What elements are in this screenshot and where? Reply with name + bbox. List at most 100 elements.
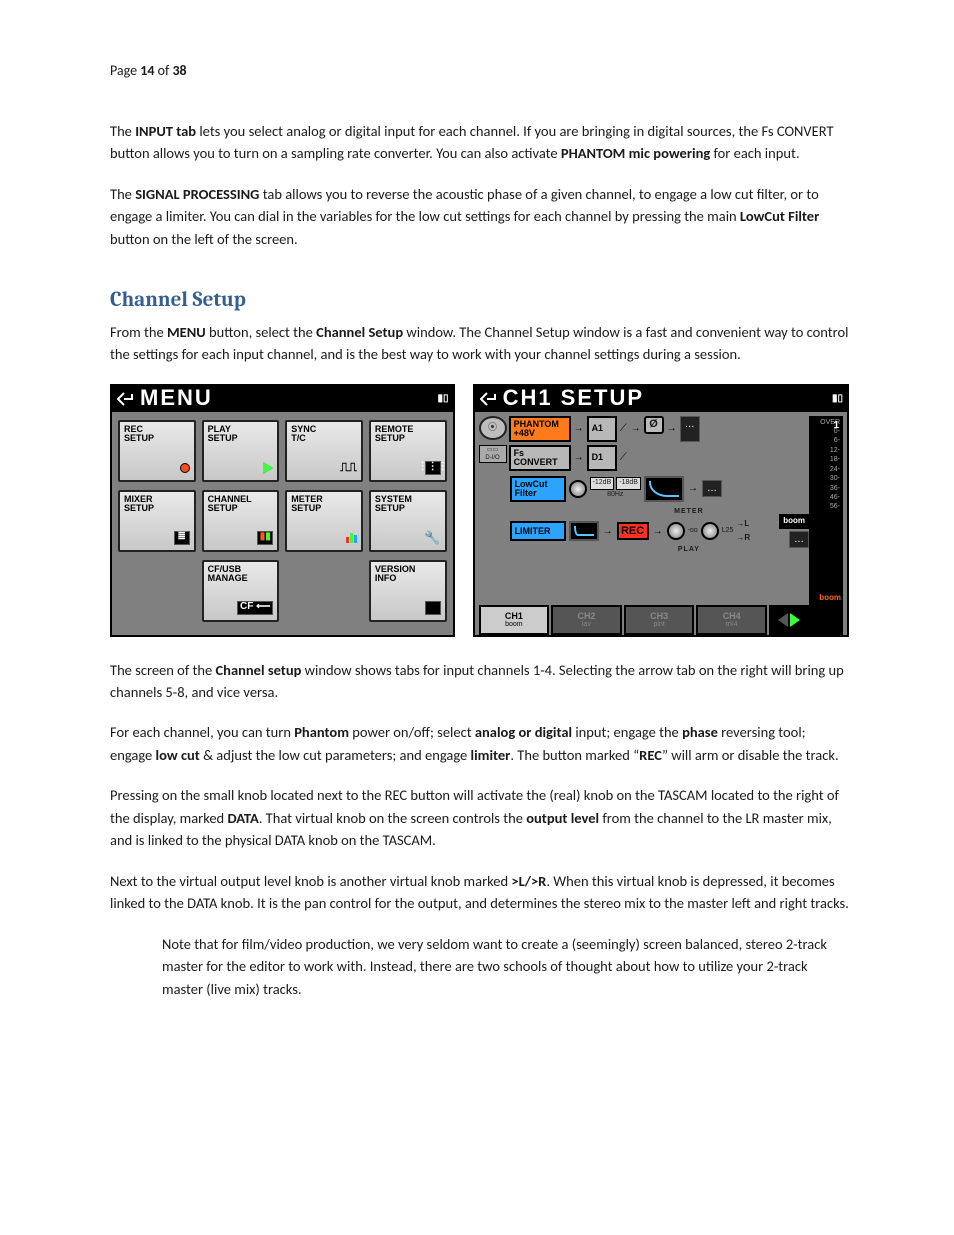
switch-icon: ⟋ <box>619 421 628 437</box>
cfusb-icon: CF ⟵ <box>237 601 273 615</box>
ch1-titlebar: CH1 SETUP ▮▯ <box>475 386 847 412</box>
term-lowcut-filter: LowCut Filter <box>740 207 819 225</box>
meter-label: METER <box>602 507 777 518</box>
row-lowcut: LowCut Filter -12dB -18dB 80Hz → … <box>479 476 809 502</box>
term-output-level: output level <box>526 809 599 827</box>
term-limiter: limiter <box>471 746 511 764</box>
menu-btn-mixer[interactable]: MIXERSETUP≣ <box>118 490 196 552</box>
paragraph-note: Note that for film/video production, we … <box>162 933 849 1000</box>
screenshot-menu: MENU ▮▯ RECSETUPPLAYSETUPSYNCT/C⎍⎍REMOTE… <box>110 384 455 637</box>
battery-icon: ▮▯ <box>438 391 449 407</box>
screenshots-row: MENU ▮▯ RECSETUPPLAYSETUPSYNCT/C⎍⎍REMOTE… <box>110 384 849 637</box>
paragraph-data-knob: Pressing on the small knob located next … <box>110 784 849 851</box>
db18-badge[interactable]: -18dB <box>616 477 641 490</box>
limiter-button[interactable]: LIMITER <box>510 521 566 541</box>
arrow-icon: → <box>573 450 585 466</box>
db12-badge[interactable]: -12dB <box>590 477 615 490</box>
more-button[interactable]: … <box>680 416 700 442</box>
channel-tab-ch4[interactable]: CH4trk4 <box>696 605 767 635</box>
channel-tab-ch3[interactable]: CH3plnt <box>624 605 695 635</box>
term-channel-setup: Channel Setup <box>316 323 403 341</box>
output-level-knob[interactable] <box>667 522 685 540</box>
neg-inf: -oo <box>688 526 698 537</box>
channel-tabs: CH1boomCH2lavCH3plntCH4trk4 <box>479 605 809 635</box>
menu-titlebar: MENU ▮▯ <box>112 386 453 412</box>
a1-cell[interactable]: A1 <box>587 416 617 442</box>
term-phase: phase <box>682 723 718 741</box>
menu-btn-sync[interactable]: SYNCT/C⎍⎍ <box>285 420 363 482</box>
record-icon <box>180 463 190 473</box>
term-channel-setup-lc: Channel setup <box>216 661 302 679</box>
term-lr: >L/>R <box>511 872 546 890</box>
rec-button[interactable]: REC <box>617 522 649 540</box>
menu-btn-meter[interactable]: METERSETUP <box>285 490 363 552</box>
pan-knob[interactable] <box>701 522 719 540</box>
dio-icon: ▭▭D-I/O <box>479 445 507 463</box>
arrow-icon: → <box>573 421 585 437</box>
menu-btn-remote[interactable]: REMOTESETUP⋮⋮⋮ <box>369 420 447 482</box>
lr-output: →L →R <box>736 518 750 544</box>
menu-btn-play[interactable]: PLAYSETUP <box>202 420 280 482</box>
xlr-icon: ⦿ <box>479 416 507 440</box>
lowcut-button[interactable]: LowCut Filter <box>510 476 566 502</box>
row-limiter: LIMITER METER → REC → -oo L25 <box>479 507 809 556</box>
paragraph-input-tab: The INPUT tab lets you select analog or … <box>110 120 849 165</box>
menu-btn-version[interactable]: VERSIONINFO <box>369 560 447 622</box>
screenshot-ch1-setup: CH1 SETUP ▮▯ ⦿ PHANTOM +48V → A1 ⟋ → Ø → <box>473 384 849 637</box>
page-total: 38 <box>172 62 186 79</box>
row-fsconvert: ▭▭D-I/O Fs CONVERT → D1 ⟋ <box>479 445 809 471</box>
switch-icon: ⟋ <box>619 450 628 466</box>
meter-track-name: boom <box>819 592 841 604</box>
bars-icon <box>346 533 357 543</box>
menu-title: MENU <box>140 381 213 415</box>
menu-btn-cfusb[interactable]: CF/USBMANAGECF ⟵ <box>202 560 280 622</box>
back-icon[interactable] <box>479 390 497 408</box>
paragraph-tabs: The screen of the Channel setup window s… <box>110 659 849 704</box>
term-rec: REC <box>639 746 662 764</box>
heading-channel-setup: Channel Setup <box>110 284 849 317</box>
more-button[interactable]: … <box>789 531 809 549</box>
back-icon[interactable] <box>116 390 134 408</box>
vu-icon: ▮▮ <box>257 531 273 545</box>
term-input-tab: INPUT tab <box>135 122 196 140</box>
track-name-tag: boom <box>779 514 809 528</box>
paragraph-controls: For each channel, you can turn Phantom p… <box>110 721 849 766</box>
page-mid: of <box>154 62 172 79</box>
term-signal-processing: SIGNAL PROCESSING <box>135 185 259 203</box>
menu-btn-channel[interactable]: CHANNELSETUP▮▮ <box>202 490 280 552</box>
page-current: 14 <box>140 62 154 79</box>
track-number: 1 <box>833 418 839 434</box>
fsconvert-button[interactable]: Fs CONVERT <box>509 445 571 471</box>
play-icon <box>263 462 273 474</box>
lowcut-hz: 80Hz <box>607 490 623 501</box>
row-phantom: ⦿ PHANTOM +48V → A1 ⟋ → Ø → … <box>479 416 809 442</box>
phantom-button[interactable]: PHANTOM +48V <box>509 416 571 442</box>
menu-grid: RECSETUPPLAYSETUPSYNCT/C⎍⎍REMOTESETUP⋮⋮⋮… <box>112 412 453 630</box>
pan-value: L25 <box>722 526 734 537</box>
channel-tab-arrows[interactable] <box>769 605 809 635</box>
lowcut-graph <box>644 476 684 502</box>
sliders-icon: ≣ <box>174 531 190 545</box>
play-label: PLAY <box>602 545 777 556</box>
page-prefix: Page <box>110 62 140 79</box>
menu-btn-system[interactable]: SYSTEMSETUP🔧 <box>369 490 447 552</box>
channel-tab-ch1[interactable]: CH1boom <box>479 605 550 635</box>
paragraph-pan-knob: Next to the virtual output level knob is… <box>110 870 849 915</box>
arrow-icon: → <box>652 524 664 540</box>
menu-btn-rec[interactable]: RECSETUP <box>118 420 196 482</box>
channel-tab-ch2[interactable]: CH2lav <box>551 605 622 635</box>
limiter-graph <box>569 521 599 541</box>
ch1-title: CH1 SETUP <box>503 381 644 415</box>
phase-button[interactable]: Ø <box>644 416 664 434</box>
more-button[interactable]: … <box>702 480 722 498</box>
term-analog-digital: analog or digital <box>475 723 572 741</box>
level-meter: 1 OVER0-6-12-18-24-30-36-46-56- boom <box>809 416 843 635</box>
arrow-icon: → <box>630 421 642 437</box>
blank-icon <box>425 601 441 615</box>
paragraph-signal-processing: The SIGNAL PROCESSING tab allows you to … <box>110 183 849 250</box>
paragraph-channel-setup-intro: From the MENU button, select the Channel… <box>110 321 849 366</box>
term-phantom: Phantom <box>294 723 349 741</box>
wrench-icon: 🔧 <box>424 531 440 545</box>
lowcut-freq-knob[interactable] <box>569 480 587 498</box>
d1-cell[interactable]: D1 <box>587 445 617 471</box>
